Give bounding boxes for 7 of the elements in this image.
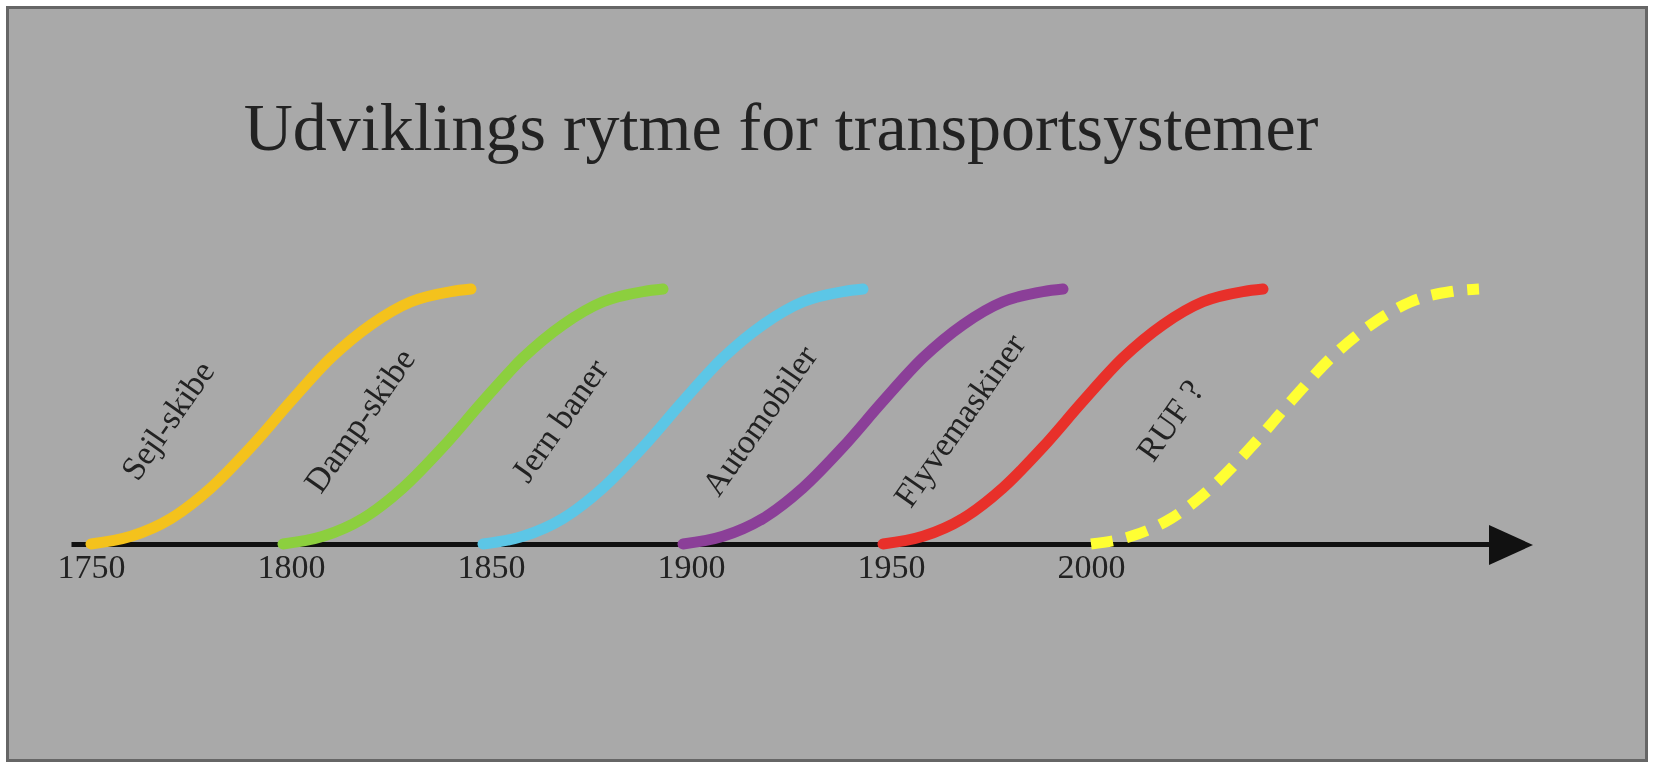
x-tick-label: 1850 xyxy=(457,547,526,585)
x-tick-label: 1950 xyxy=(857,547,926,585)
chart-title: Udviklings rytme for transportsystemer xyxy=(243,88,1319,165)
x-tick-label: 2000 xyxy=(1057,547,1126,585)
x-tick-label: 1900 xyxy=(657,547,726,585)
x-tick-label: 1800 xyxy=(257,547,326,585)
x-tick-label: 1750 xyxy=(57,547,126,585)
